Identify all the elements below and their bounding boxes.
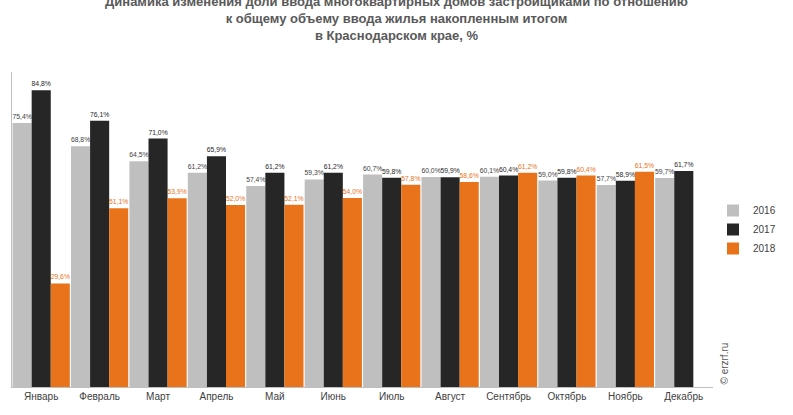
svg-text:Октябрь: Октябрь [548, 391, 587, 402]
svg-text:60,4%: 60,4% [576, 166, 595, 173]
svg-text:59,9%: 59,9% [440, 167, 459, 174]
svg-text:60,0%: 60,0% [421, 167, 440, 174]
svg-text:Март: Март [146, 391, 170, 402]
svg-text:Январь: Январь [24, 391, 58, 402]
svg-text:Февраль: Февраль [79, 391, 120, 402]
svg-text:Апрель: Апрель [199, 391, 233, 402]
svg-text:53,9%: 53,9% [167, 188, 186, 195]
svg-text:61,5%: 61,5% [635, 162, 654, 169]
svg-text:76,1%: 76,1% [90, 111, 109, 118]
svg-text:© erzrf.ru: © erzrf.ru [719, 343, 730, 385]
svg-text:57,7%: 57,7% [597, 175, 616, 182]
svg-text:68,8%: 68,8% [71, 136, 90, 143]
svg-text:2017: 2017 [753, 224, 776, 235]
svg-text:58,6%: 58,6% [460, 172, 479, 179]
svg-text:60,4%: 60,4% [499, 166, 518, 173]
svg-text:54,0%: 54,0% [343, 188, 362, 195]
svg-text:51,1%: 51,1% [109, 198, 128, 205]
svg-text:61,2%: 61,2% [265, 163, 284, 170]
svg-text:Декабрь: Декабрь [664, 391, 703, 402]
svg-text:61,2%: 61,2% [188, 163, 207, 170]
svg-text:Май: Май [265, 391, 285, 402]
svg-text:60,1%: 60,1% [480, 167, 499, 174]
svg-text:59,3%: 59,3% [305, 169, 324, 176]
svg-text:58,9%: 58,9% [616, 171, 635, 178]
svg-text:52,0%: 52,0% [226, 195, 245, 202]
svg-text:84,8%: 84,8% [32, 80, 51, 87]
svg-text:52,1%: 52,1% [284, 195, 303, 202]
svg-text:Август: Август [435, 391, 466, 402]
svg-text:61,2%: 61,2% [324, 163, 343, 170]
svg-text:Июль: Июль [379, 391, 405, 402]
svg-text:57,8%: 57,8% [401, 175, 420, 182]
svg-text:2018: 2018 [753, 243, 776, 254]
svg-text:64,5%: 64,5% [129, 151, 148, 158]
svg-text:Динамика изменения доли ввода: Динамика изменения доли ввода многокварт… [105, 0, 688, 43]
svg-text:59,8%: 59,8% [557, 168, 576, 175]
svg-text:75,4%: 75,4% [12, 113, 31, 120]
svg-text:59,0%: 59,0% [538, 171, 557, 178]
svg-text:Июнь: Июнь [321, 391, 346, 402]
svg-text:2016: 2016 [753, 205, 776, 216]
svg-text:71,0%: 71,0% [148, 129, 167, 136]
svg-text:57,4%: 57,4% [246, 176, 265, 183]
svg-text:Ноябрь: Ноябрь [608, 391, 643, 402]
svg-text:29,6%: 29,6% [51, 273, 70, 280]
svg-text:59,8%: 59,8% [382, 168, 401, 175]
svg-text:Сентябрь: Сентябрь [486, 391, 531, 402]
svg-text:59,7%: 59,7% [655, 168, 674, 175]
svg-text:60,7%: 60,7% [363, 165, 382, 172]
svg-text:61,2%: 61,2% [518, 163, 537, 170]
svg-text:61,7%: 61,7% [674, 161, 693, 168]
svg-text:65,9%: 65,9% [207, 146, 226, 153]
